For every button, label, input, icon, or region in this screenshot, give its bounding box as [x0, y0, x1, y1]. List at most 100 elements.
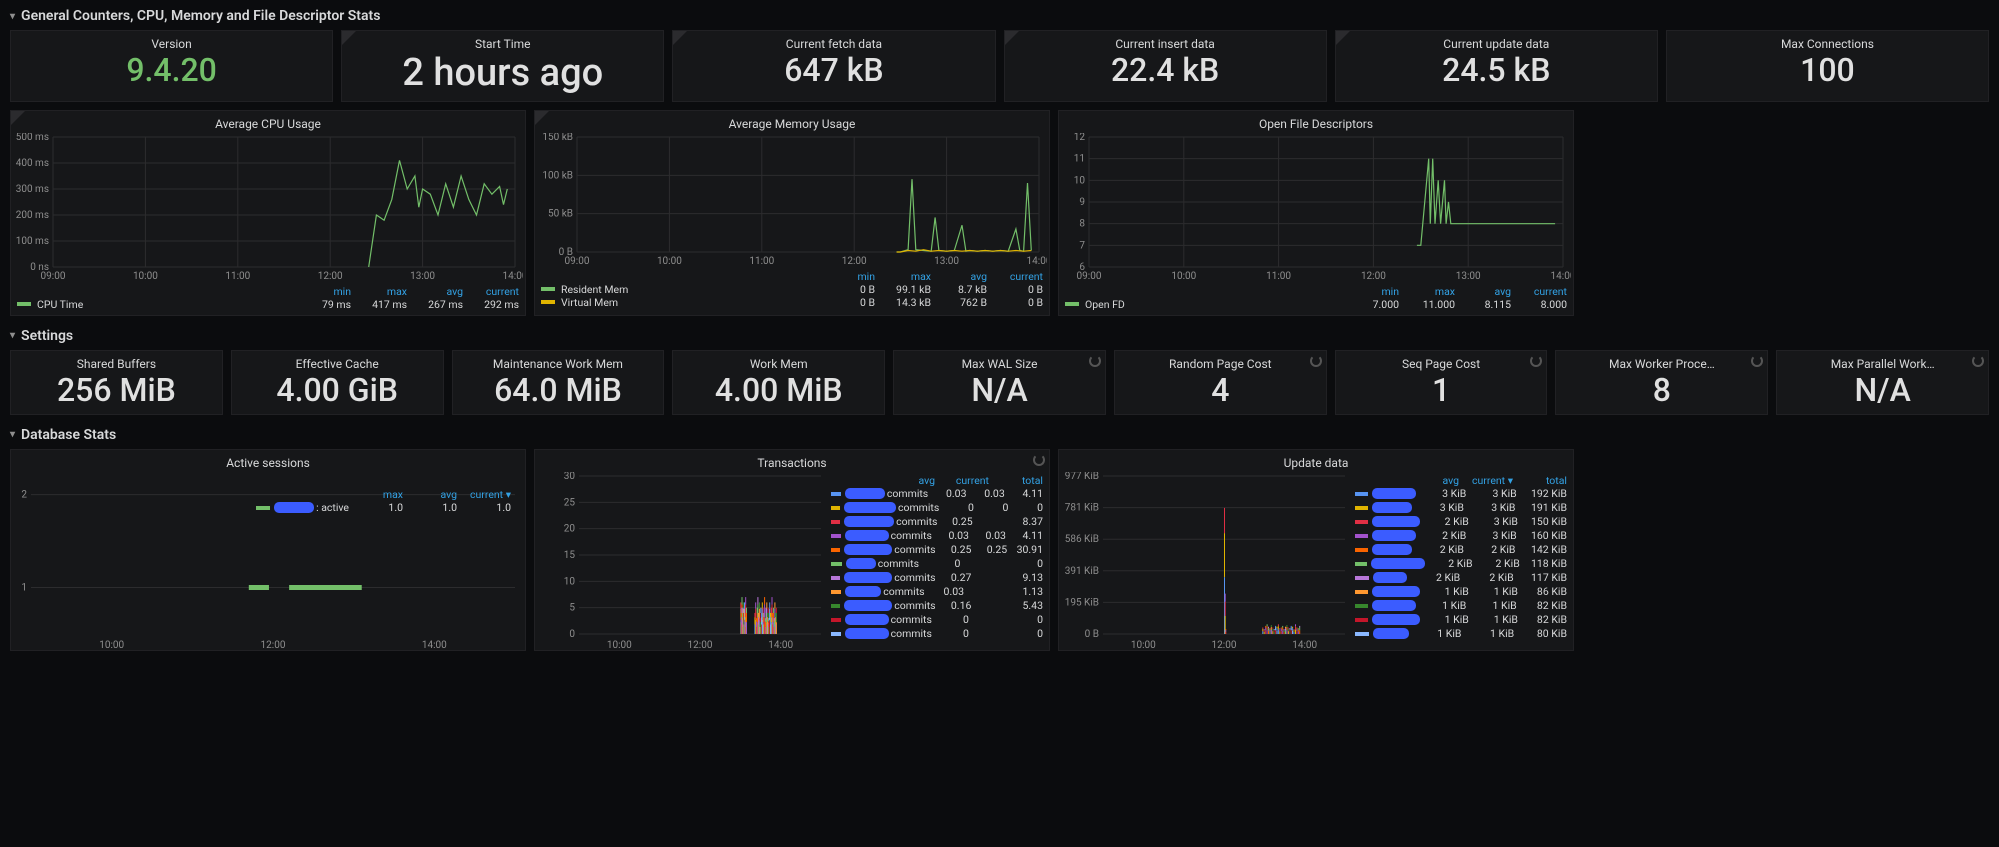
legend-value: 0 B	[819, 296, 875, 309]
legend-header[interactable]: current	[1511, 285, 1567, 298]
legend-header[interactable]: max	[875, 270, 931, 283]
legend-value: 117 KiB	[1514, 571, 1567, 584]
section-title: Settings	[21, 328, 73, 344]
legend-header[interactable]: avg	[403, 488, 457, 501]
legend-header[interactable]: min	[819, 270, 875, 283]
legend-value: 1.13	[1004, 585, 1043, 598]
legend-row[interactable]: commits0.030.034.11	[831, 487, 1043, 501]
legend-row[interactable]: 1 KiB1 KiB82 KiB	[1355, 613, 1567, 627]
stat-panel[interactable]: Max WAL SizeN/A	[893, 350, 1106, 415]
stat-title: Current update data	[1336, 31, 1657, 53]
legend-row[interactable]: 1 KiB1 KiB86 KiB	[1355, 585, 1567, 599]
legend-name: commits	[878, 557, 919, 570]
legend-row[interactable]: Resident Mem0 B99.1 kB8.7 kB0 B	[535, 283, 1049, 296]
legend-row[interactable]: commits0.031.13	[831, 585, 1043, 599]
loading-icon	[1033, 454, 1045, 466]
stat-panel[interactable]: Current update data24.5 kB	[1335, 30, 1658, 102]
legend-row[interactable]: commits00	[831, 557, 1043, 571]
legend-header[interactable]: max	[1399, 285, 1455, 298]
panel-info-icon[interactable]	[11, 111, 25, 125]
legend-header[interactable]: avg	[1405, 474, 1459, 487]
legend-value: 0	[939, 501, 974, 514]
legend-row[interactable]: commits000	[831, 501, 1043, 515]
svg-text:400 ms: 400 ms	[16, 158, 49, 169]
panel-transactions[interactable]: Transactions 30252015105010:0012:0014:00…	[534, 449, 1050, 651]
legend-name: : active	[316, 501, 349, 514]
stat-panel[interactable]: Version9.4.20	[10, 30, 333, 102]
legend-header[interactable]: avg	[881, 474, 935, 487]
panel-info-icon[interactable]	[342, 31, 356, 45]
chart-svg: 500 ms400 ms300 ms200 ms100 ms0 ns09:001…	[11, 133, 523, 283]
legend-header[interactable]: current	[935, 474, 989, 487]
panel-info-icon[interactable]	[1005, 31, 1019, 45]
panel-update-data[interactable]: Update data 977 KiB781 KiB586 KiB391 KiB…	[1058, 449, 1574, 651]
legend-value: 3 KiB	[1416, 487, 1466, 500]
legend-row[interactable]: 2 KiB2 KiB117 KiB	[1355, 571, 1567, 585]
legend-row[interactable]: 2 KiB2 KiB118 KiB	[1355, 557, 1567, 571]
legend-header[interactable]: avg	[407, 285, 463, 298]
stat-panel[interactable]: Max Connections100	[1666, 30, 1989, 102]
legend-row[interactable]: 3 KiB3 KiB192 KiB	[1355, 487, 1567, 501]
stat-panel[interactable]: Seq Page Cost1	[1335, 350, 1548, 415]
stat-panel[interactable]: Current insert data22.4 kB	[1004, 30, 1327, 102]
stat-panel[interactable]: Effective Cache4.00 GiB	[231, 350, 444, 415]
stat-panel[interactable]: Start Time2 hours ago	[341, 30, 664, 102]
legend-row[interactable]: commits0.250.2530.91	[831, 543, 1043, 557]
legend-row[interactable]: 3 KiB3 KiB191 KiB	[1355, 501, 1567, 515]
legend-name: Open FD	[1085, 298, 1125, 311]
legend-row[interactable]: commits0.165.43	[831, 599, 1043, 613]
legend-header[interactable]: total	[1513, 474, 1567, 487]
panel-active-sessions[interactable]: Active sessions 2110:0012:0014:00maxavgc…	[10, 449, 526, 651]
legend-header[interactable]: avg	[1455, 285, 1511, 298]
legend-row[interactable]: commits0.030.034.11	[831, 529, 1043, 543]
legend-header[interactable]: total	[989, 474, 1043, 487]
stat-panel[interactable]: Max Worker Proce…8	[1555, 350, 1768, 415]
section-header-general[interactable]: ▾ General Counters, CPU, Memory and File…	[10, 4, 1989, 30]
legend-row[interactable]: 1 KiB1 KiB82 KiB	[1355, 599, 1567, 613]
legend-header[interactable]: min	[1343, 285, 1399, 298]
legend-value: 0.03	[966, 487, 1004, 500]
stat-panel[interactable]: Random Page Cost4	[1114, 350, 1327, 415]
panel-info-icon[interactable]	[535, 111, 549, 125]
stat-panel[interactable]: Work Mem4.00 MiB	[672, 350, 885, 415]
legend-header[interactable]: max	[349, 488, 403, 501]
legend-row[interactable]: Virtual Mem0 B14.3 kB762 B0 B	[535, 296, 1049, 309]
stat-panel[interactable]: Max Parallel Work…N/A	[1776, 350, 1989, 415]
legend-row[interactable]: 2 KiB3 KiB160 KiB	[1355, 529, 1567, 543]
stat-panel[interactable]: Shared Buffers256 MiB	[10, 350, 223, 415]
stat-panel[interactable]: Maintenance Work Mem64.0 MiB	[452, 350, 665, 415]
legend-header[interactable]: current	[463, 285, 519, 298]
legend-header[interactable]: min	[295, 285, 351, 298]
legend-header[interactable]: current ▾	[1459, 474, 1513, 487]
panel-title: Transactions	[535, 450, 1049, 472]
legend-value: 4.11	[1006, 529, 1043, 542]
panel-memory-usage[interactable]: Average Memory Usage 150 kB100 kB50 kB0 …	[534, 110, 1050, 316]
legend-row[interactable]: commits00	[831, 613, 1043, 627]
legend-header[interactable]: current	[987, 270, 1043, 283]
legend-row[interactable]: Open FD7.00011.0008.1158.000	[1059, 298, 1573, 311]
legend-value: 118 KiB	[1520, 557, 1567, 570]
legend-header[interactable]: max	[351, 285, 407, 298]
legend-header[interactable]: avg	[931, 270, 987, 283]
legend-row[interactable]: : active1.01.01.0	[256, 501, 511, 515]
legend-value: 762 B	[931, 296, 987, 309]
legend-row[interactable]: 2 KiB3 KiB150 KiB	[1355, 515, 1567, 529]
stat-panel[interactable]: Current fetch data647 kB	[672, 30, 995, 102]
section-header-database[interactable]: ▾ Database Stats	[10, 423, 1989, 449]
legend-name: commits	[887, 487, 928, 500]
section-title: Database Stats	[21, 427, 116, 443]
legend-row[interactable]: commits0.258.37	[831, 515, 1043, 529]
svg-text:10:00: 10:00	[1131, 640, 1156, 650]
legend-row[interactable]: 2 KiB2 KiB142 KiB	[1355, 543, 1567, 557]
legend-row[interactable]: commits0.279.13	[831, 571, 1043, 585]
panel-info-icon[interactable]	[673, 31, 687, 45]
panel-open-fd[interactable]: Open File Descriptors 121110987609:0010:…	[1058, 110, 1574, 316]
stat-title: Effective Cache	[232, 351, 443, 373]
legend-row[interactable]: CPU Time79 ms417 ms267 ms292 ms	[11, 298, 525, 311]
panel-info-icon[interactable]	[1336, 31, 1350, 45]
legend-row[interactable]: commits00	[831, 627, 1043, 641]
section-header-settings[interactable]: ▾ Settings	[10, 324, 1989, 350]
panel-cpu-usage[interactable]: Average CPU Usage 500 ms400 ms300 ms200 …	[10, 110, 526, 316]
legend-header[interactable]: current ▾	[457, 488, 511, 501]
legend-row[interactable]: 1 KiB1 KiB80 KiB	[1355, 627, 1567, 641]
